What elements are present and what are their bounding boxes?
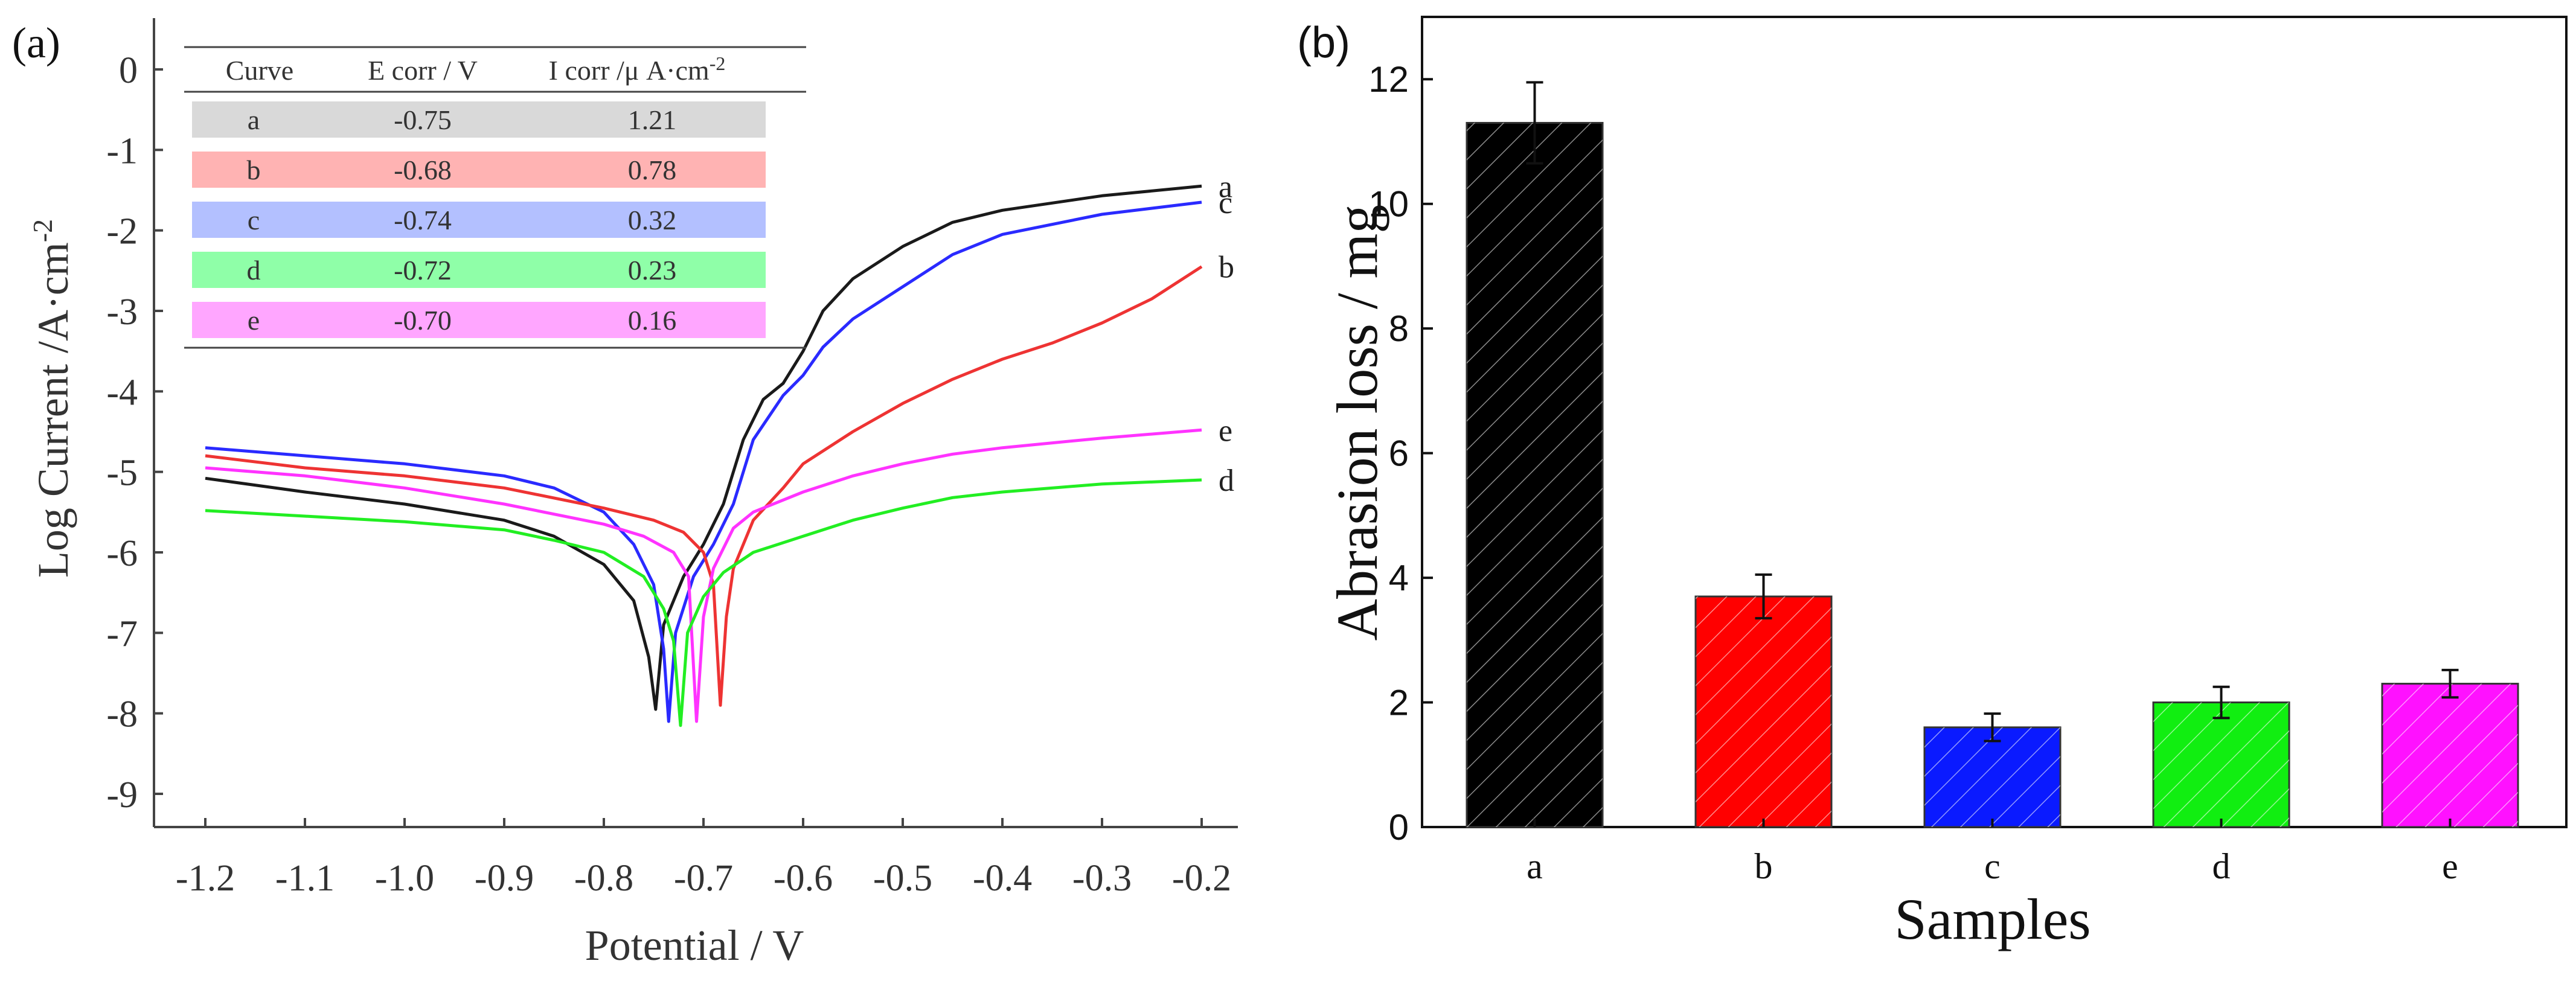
- curve-e: [205, 428, 1202, 723]
- bar-hatch-c: [1924, 727, 2060, 827]
- a-x-ticks: -1.2 -1.1 -1.0 -0.9 -0.8 -0.7 -0.6 -0.5 -0.4 -0.3…: [176, 818, 1231, 899]
- a-x-tick-label: -0.7: [674, 858, 733, 899]
- b-x-ticks: a b c d e: [1527, 819, 2458, 886]
- table-cell-curve: a: [248, 104, 260, 135]
- b-y-ticks: 0 2 4 6 8 10 12: [1368, 59, 1433, 848]
- a-y-axis-title-sup: -2: [27, 219, 58, 242]
- b-y-axis-title: Abrasion loss / mg: [1325, 205, 1389, 641]
- table-row-bg: [192, 101, 766, 138]
- panel-b-abrasion-bar-chart: (b) 0 2 4 6 8 10 12 a b c d e Samples Abrasion los…: [1297, 16, 2568, 951]
- table-cell-ecorr: -0.74: [394, 205, 452, 235]
- a-x-tick-label: -0.6: [774, 858, 833, 899]
- a-curves: [205, 184, 1203, 727]
- b-y-tick-label: 2: [1389, 683, 1409, 723]
- a-y-tick-label: -7: [106, 613, 138, 654]
- a-x-tick-label: -0.5: [873, 858, 932, 899]
- a-y-tick-label: -8: [106, 694, 138, 735]
- table-cell-ecorr: -0.75: [394, 104, 452, 135]
- b-x-axis-title: Samples: [1894, 887, 2091, 951]
- b-y-tick-label: 12: [1368, 59, 1409, 100]
- a-x-axis-title: Potential / V: [585, 921, 804, 970]
- bar-hatch-e: [2382, 683, 2518, 827]
- b-y-tick-label: 4: [1389, 558, 1409, 598]
- table-rows: a -0.75 1.21 b -0.68 0.78 c -0.74 0.32 d -0.72 0.23…: [192, 101, 766, 338]
- panel-b-label: (b): [1297, 19, 1350, 67]
- table-row-bg: [192, 252, 766, 288]
- b-y-tick-label: 0: [1389, 807, 1409, 848]
- table-cell-ecorr: -0.70: [394, 305, 452, 336]
- table-row-bg: [192, 202, 766, 238]
- table-row-bg: [192, 152, 766, 188]
- a-x-tick-label: -0.9: [475, 858, 534, 899]
- curve-label-d: d: [1219, 464, 1234, 498]
- table-cell-ecorr: -0.72: [394, 255, 452, 286]
- a-x-tick-label: -0.8: [574, 858, 633, 899]
- panel-a-polarization-chart: (a) -1.2 -1.1 -1.0 -0.9 -0.8 -0.7 -0.6 -0.5 -0.4…: [12, 18, 1238, 970]
- a-y-tick-label: -3: [106, 292, 138, 333]
- table-cell-icorr: 0.78: [628, 155, 677, 185]
- a-y-tick-label: -9: [106, 775, 138, 816]
- curve-label-e: e: [1219, 414, 1232, 448]
- table-cell-icorr: 0.32: [628, 205, 677, 235]
- a-x-tick-label: -0.4: [973, 858, 1032, 899]
- b-y-tick-label: 8: [1389, 308, 1409, 349]
- curve-c: [205, 200, 1202, 723]
- table-header-icorr-sup: -2: [710, 53, 726, 74]
- bar-hatch-a: [1467, 123, 1603, 827]
- b-bars: [1466, 121, 2519, 828]
- table-cell-curve: e: [248, 305, 260, 336]
- b-x-tick-label-b: b: [1755, 846, 1773, 886]
- bar-hatch-d: [2153, 702, 2289, 827]
- bar-hatch-b: [1696, 596, 1831, 827]
- curve-label-b: b: [1219, 251, 1234, 285]
- b-x-tick-label-a: a: [1527, 846, 1543, 886]
- table-row-bg: [192, 302, 766, 338]
- b-y-tick-label: 10: [1368, 184, 1409, 225]
- panel-a-label: (a): [12, 19, 60, 67]
- table-cell-icorr: 1.21: [628, 104, 677, 135]
- table-header-ecorr: E corr / V: [368, 55, 478, 86]
- a-curve-labels: acb ed: [1219, 170, 1234, 498]
- b-error-bars: [1526, 81, 2459, 743]
- table-cell-curve: d: [247, 255, 261, 286]
- table-cell-icorr: 0.16: [628, 305, 677, 336]
- curve-b: [205, 265, 1203, 707]
- a-y-axis-title-main: Log Current /A·cm: [29, 242, 77, 578]
- a-y-tick-label: -2: [106, 211, 138, 252]
- table-cell-ecorr: -0.68: [394, 155, 452, 185]
- table-header-curve: Curve: [226, 55, 293, 86]
- curve-label-c: c: [1219, 186, 1232, 220]
- b-x-tick-label-c: c: [1984, 846, 2001, 886]
- a-x-tick-label: -0.2: [1172, 858, 1231, 899]
- table-header-icorr-main: I corr /μ A·cm: [549, 55, 710, 86]
- curve-d: [205, 478, 1202, 727]
- curve-a: [205, 184, 1202, 711]
- b-x-tick-label-e: e: [2442, 846, 2458, 886]
- a-x-tick-label: -1.2: [176, 858, 235, 899]
- table-cell-icorr: 0.23: [628, 255, 677, 286]
- b-x-tick-label-d: d: [2212, 846, 2231, 886]
- a-y-tick-label: -5: [106, 453, 138, 494]
- a-y-tick-label: -1: [106, 130, 138, 171]
- ecorr-icorr-table: Curve E corr / V I corr /μ A·cm-2 a -0.75…: [184, 46, 806, 349]
- table-header-icorr: I corr /μ A·cm-2: [549, 53, 726, 86]
- a-x-tick-label: -1.1: [275, 858, 335, 899]
- a-y-tick-label: 0: [119, 50, 138, 91]
- a-y-tick-label: -6: [106, 533, 138, 574]
- curve-label-a: a: [1219, 170, 1232, 204]
- b-y-tick-label: 6: [1389, 433, 1409, 474]
- table-cell-curve: b: [247, 155, 261, 185]
- a-x-tick-label: -1.0: [375, 858, 434, 899]
- a-y-ticks: 0 -1 -2 -3 -4 -5 -6 -7 -8 -9: [106, 50, 163, 816]
- table-cell-curve: c: [248, 205, 260, 235]
- a-y-axis-title: Log Current /A·cm-2: [27, 219, 77, 578]
- a-x-tick-label: -0.3: [1072, 858, 1132, 899]
- a-y-tick-label: -4: [106, 372, 138, 413]
